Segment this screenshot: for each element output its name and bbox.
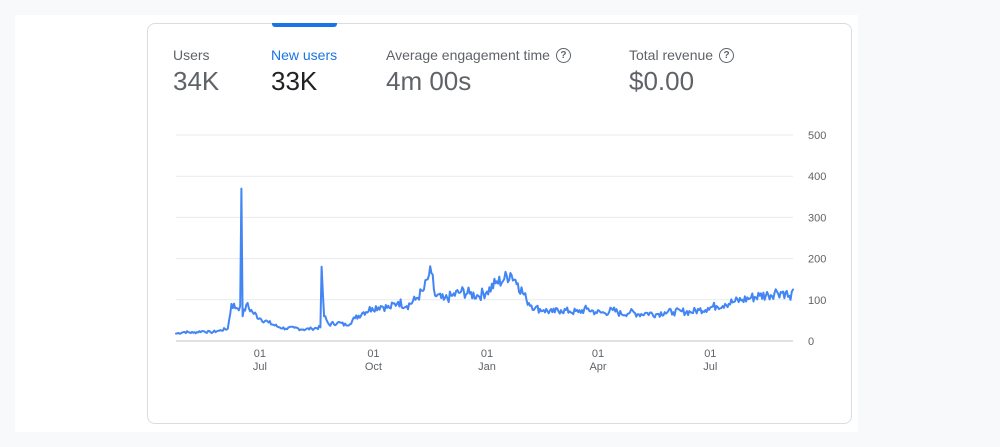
y-tick-label: 100 bbox=[808, 295, 826, 307]
y-tick-label: 200 bbox=[808, 254, 826, 266]
active-metric-indicator bbox=[272, 23, 337, 27]
right-gutter bbox=[858, 15, 985, 432]
metric-label: Total revenue ? bbox=[629, 46, 735, 64]
y-tick-label: 300 bbox=[808, 212, 826, 224]
x-tick-day: 01 bbox=[254, 348, 266, 360]
x-tick-month: Jul bbox=[253, 361, 267, 373]
overview-card: Users 34K New users 33K Average engageme… bbox=[147, 23, 852, 424]
metric-label: New users bbox=[271, 47, 338, 63]
x-tick-day: 01 bbox=[592, 348, 604, 360]
help-circle-icon[interactable]: ? bbox=[555, 47, 571, 63]
metric-value: 4m 00s bbox=[386, 66, 472, 96]
x-tick-day: 01 bbox=[481, 348, 493, 360]
metric-label: Average engagement time ? bbox=[386, 46, 571, 64]
help-circle-icon[interactable]: ? bbox=[719, 47, 735, 63]
metric-value: $0.00 bbox=[629, 66, 695, 96]
metric-users[interactable]: Users 34K bbox=[173, 46, 219, 97]
metric-new-users[interactable]: New users 33K bbox=[271, 46, 337, 97]
metric-value: 33K bbox=[271, 66, 318, 96]
y-tick-label: 0 bbox=[808, 336, 814, 348]
y-tick-label: 500 bbox=[808, 130, 826, 142]
x-tick-month: Jan bbox=[478, 361, 496, 373]
x-tick-month: Jul bbox=[703, 361, 717, 373]
y-tick-label: 400 bbox=[808, 171, 826, 183]
x-tick-month: Oct bbox=[365, 361, 382, 373]
y-axis-labels: 0 100 200 300 400 500 bbox=[808, 130, 826, 348]
x-tick-day: 01 bbox=[704, 348, 716, 360]
metric-label: Users bbox=[173, 47, 210, 63]
gridlines bbox=[176, 134, 793, 342]
x-tick-month: Apr bbox=[589, 361, 606, 373]
series-line-new-users bbox=[175, 187, 794, 335]
metric-value: 34K bbox=[173, 66, 220, 96]
metric-average-engagement-time[interactable]: Average engagement time ? 4m 00s bbox=[386, 46, 571, 97]
metric-total-revenue[interactable]: Total revenue ? $0.00 bbox=[629, 46, 735, 97]
x-tick-day: 01 bbox=[367, 348, 379, 360]
